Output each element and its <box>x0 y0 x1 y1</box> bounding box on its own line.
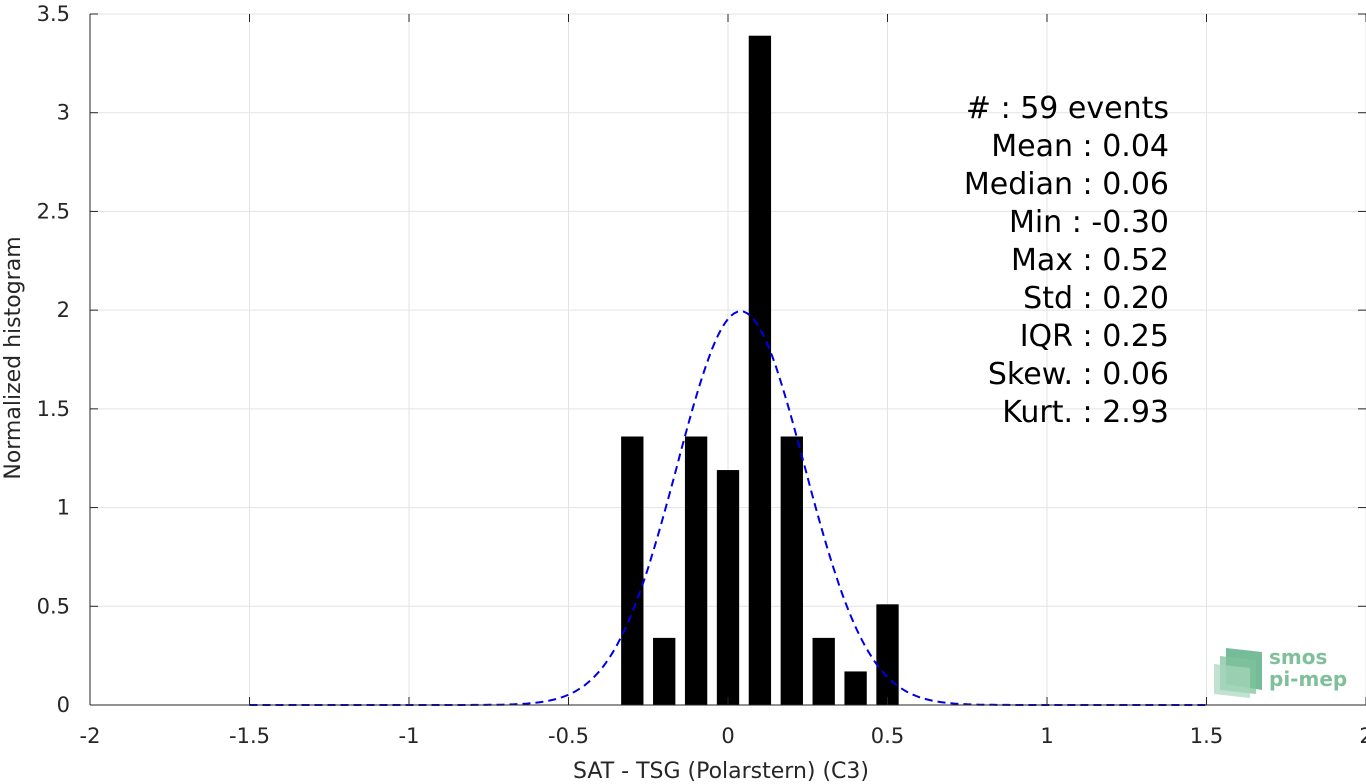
x-tick-label-7: 1.5 <box>1190 724 1223 748</box>
x-tick-label-5: 0.5 <box>871 724 904 748</box>
stats-line-4: Max : 0.52 <box>1011 243 1169 278</box>
stats-line-2: Median : 0.06 <box>964 167 1169 202</box>
stats-line-7: Skew. : 0.06 <box>988 357 1169 392</box>
y-axis-ticks: 0 0.5 1 1.5 2 2.5 3 3.5 <box>37 2 1366 717</box>
y-axis-title: Normalized histogram <box>1 236 26 479</box>
bar-6 <box>812 637 835 705</box>
x-axis-title: SAT - TSG (Polarstern) (C3) <box>573 759 869 784</box>
bar-1 <box>653 637 676 705</box>
x-tick-label-6: 1 <box>1040 724 1053 748</box>
stats-line-1: Mean : 0.04 <box>991 129 1169 164</box>
stats-line-3: Min : -0.30 <box>1009 205 1169 240</box>
y-tick-label-5: 2.5 <box>37 199 70 223</box>
y-tick-label-7: 3.5 <box>37 2 70 26</box>
bar-4 <box>748 35 772 705</box>
x-tick-label-0: -2 <box>80 724 101 748</box>
stats-line-8: Kurt. : 2.93 <box>1002 395 1169 430</box>
bar-3 <box>716 470 740 705</box>
bar-5 <box>780 436 803 705</box>
bar-7 <box>844 671 867 705</box>
y-tick-label-4: 2 <box>57 298 70 322</box>
x-tick-label-3: -0.5 <box>548 724 589 748</box>
y-tick-label-1: 0.5 <box>37 594 70 618</box>
stats-line-6: IQR : 0.25 <box>1020 319 1169 354</box>
x-axis-ticks: -2 -1.5 -1 -0.5 0 0.5 1 1.5 2 <box>80 14 1366 748</box>
logo-icon <box>1214 648 1262 698</box>
y-tick-label-6: 3 <box>57 101 70 125</box>
smos-pi-mep-logo: smos pi-mep <box>1214 645 1347 698</box>
stats-line-5: Std : 0.20 <box>1023 281 1169 316</box>
logo-line2: pi-mep <box>1269 667 1347 691</box>
x-tick-label-2: -1 <box>399 724 420 748</box>
x-tick-label-4: 0 <box>721 724 734 748</box>
bar-2 <box>684 436 708 705</box>
stats-line-0: # : 59 events <box>966 91 1169 126</box>
logo-line1: smos <box>1269 645 1327 669</box>
x-tick-label-1: -1.5 <box>229 724 270 748</box>
y-tick-label-3: 1.5 <box>37 397 70 421</box>
y-tick-label-0: 0 <box>57 693 70 717</box>
x-tick-label-8: 2 <box>1359 724 1366 748</box>
grid <box>89 13 1366 706</box>
bar-0 <box>621 436 644 705</box>
bar-8 <box>876 604 899 705</box>
y-tick-label-2: 1 <box>57 496 70 520</box>
bars <box>621 35 899 705</box>
